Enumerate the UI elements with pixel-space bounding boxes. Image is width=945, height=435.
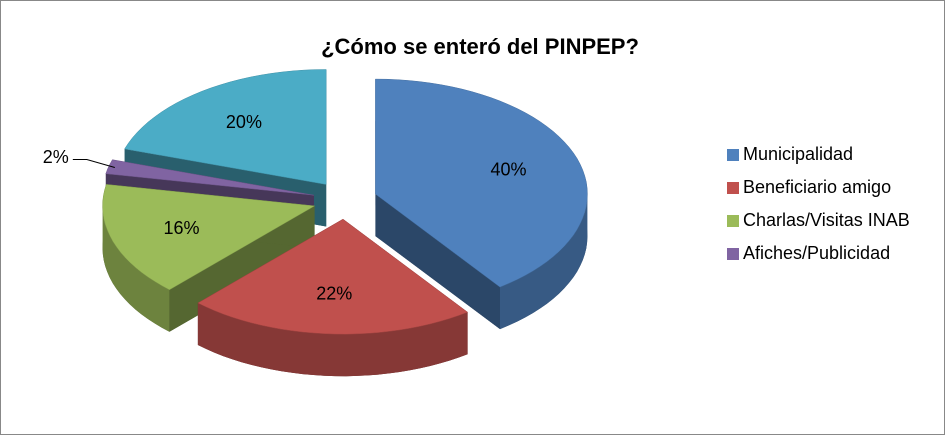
slice-top [102, 184, 316, 291]
legend-label: Municipalidad [743, 144, 853, 164]
legend-label: Afiches/Publicidad [743, 243, 890, 263]
slice-wall [102, 205, 170, 332]
slice-top [375, 78, 588, 288]
legend-label: Charlas/Visitas INAB [743, 210, 910, 230]
slice [197, 218, 469, 377]
slice-top [105, 159, 315, 196]
leader-line [72, 158, 115, 168]
data-label: 22% [316, 284, 352, 304]
slice-top [197, 218, 469, 335]
data-label: 40% [490, 159, 526, 179]
legend-label: Beneficiario amigo [743, 177, 891, 197]
slice [375, 78, 588, 330]
legend-swatch [727, 248, 739, 260]
slice-wall [500, 194, 588, 330]
legend-swatch [727, 149, 739, 161]
legend-swatch [727, 215, 739, 227]
legend-swatch [727, 182, 739, 194]
data-label: 2% [43, 147, 69, 167]
slice-wall [197, 303, 468, 377]
data-label: 16% [163, 218, 199, 238]
slice-top [124, 69, 327, 185]
data-label: 20% [226, 112, 262, 132]
chart-title: ¿Cómo se enteró del PINPEP? [321, 34, 639, 59]
slice-side [375, 194, 501, 330]
